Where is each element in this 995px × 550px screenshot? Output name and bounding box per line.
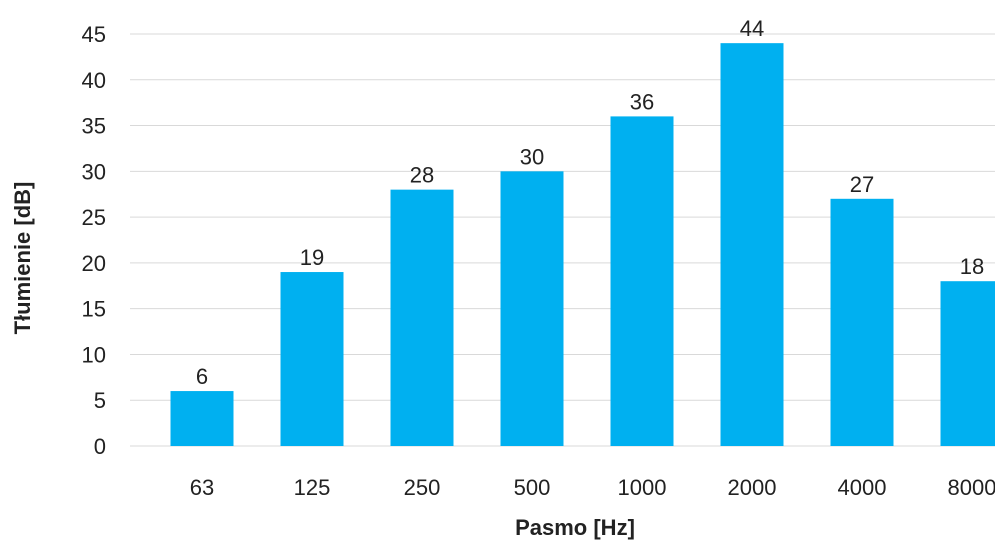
x-tick-label-8000: 8000 (948, 475, 995, 500)
y-axis-ticks: 0 5 10 15 20 25 30 35 40 45 (82, 22, 106, 459)
x-axis-ticks: 63 125 250 500 1000 2000 4000 8000 (190, 475, 995, 500)
y-tick-label: 20 (82, 251, 106, 276)
data-label-250: 28 (410, 163, 434, 188)
data-label-8000: 18 (960, 254, 984, 279)
y-tick-label: 35 (82, 114, 106, 139)
bars (170, 43, 995, 447)
y-tick-label: 0 (94, 434, 106, 459)
x-tick-label-4000: 4000 (838, 475, 887, 500)
x-axis-title: Pasmo [Hz] (515, 515, 635, 540)
data-labels: 6 19 28 30 36 44 27 18 (196, 16, 984, 389)
y-tick-label: 10 (82, 342, 106, 367)
data-label-63: 6 (196, 364, 208, 389)
data-label-2000: 44 (740, 16, 764, 41)
y-tick-label: 40 (82, 68, 106, 93)
bar-500 (500, 171, 564, 447)
data-label-1000: 36 (630, 89, 654, 114)
y-axis-title: Tłumienie [dB] (10, 182, 35, 335)
bar-125 (280, 272, 344, 446)
data-label-125: 19 (300, 245, 324, 270)
y-tick-label: 45 (82, 22, 106, 47)
y-tick-label: 30 (82, 159, 106, 184)
x-tick-label-63: 63 (190, 475, 214, 500)
bar-2000 (720, 43, 784, 447)
y-tick-label: 5 (94, 388, 106, 413)
x-tick-label-1000: 1000 (618, 475, 667, 500)
bar-1000 (610, 116, 674, 447)
x-tick-label-2000: 2000 (728, 475, 777, 500)
bar-250 (390, 189, 454, 446)
y-tick-label: 25 (82, 205, 106, 230)
data-label-500: 30 (520, 144, 544, 169)
bar-4000 (830, 198, 894, 446)
y-tick-label: 15 (82, 297, 106, 322)
bar-63 (170, 391, 234, 446)
x-tick-label-250: 250 (404, 475, 441, 500)
x-tick-label-125: 125 (294, 475, 331, 500)
bar-8000 (940, 281, 995, 446)
x-tick-label-500: 500 (514, 475, 551, 500)
data-label-4000: 27 (850, 172, 874, 197)
